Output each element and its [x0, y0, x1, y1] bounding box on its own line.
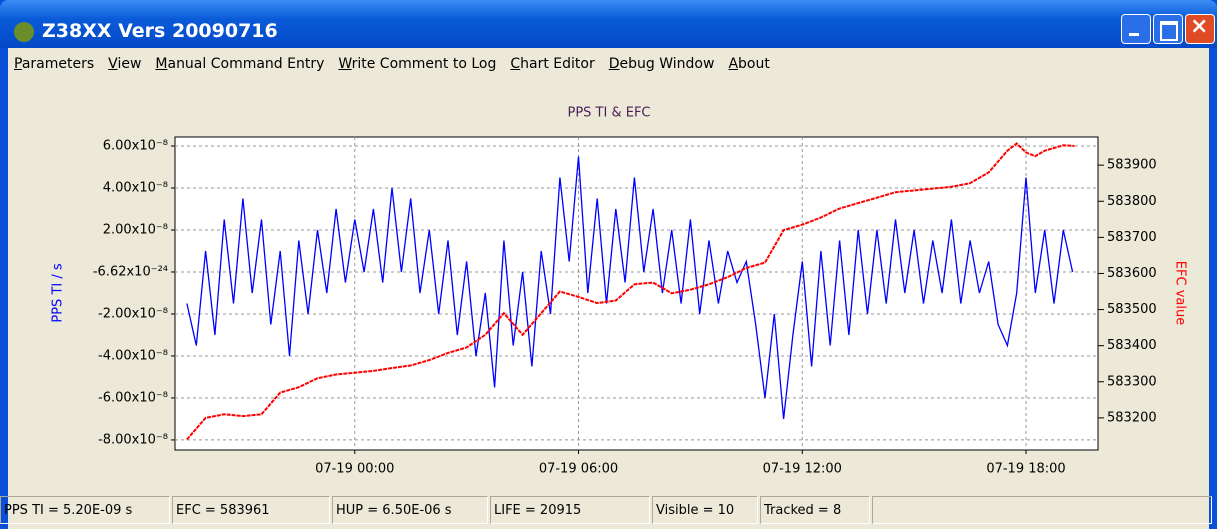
pps-line — [186, 156, 1074, 419]
x-tick-label: 07-19 06:00 — [539, 462, 618, 477]
chart-title: PPS TI & EFC — [567, 106, 650, 121]
x-tick-label: 07-19 12:00 — [763, 462, 842, 477]
menu-item[interactable]: Manual Command Entry — [155, 56, 325, 72]
y-tick-label: 6.00x10⁻⁸ — [103, 139, 168, 154]
status-field: PPS TI = 5.20E-09 s — [0, 496, 170, 524]
y2-tick-label: 583400 — [1107, 338, 1157, 353]
status-field-empty — [872, 496, 1212, 524]
y2-tick-label: 583600 — [1107, 266, 1157, 281]
x-tick-label: 07-19 18:00 — [986, 462, 1065, 477]
status-field: EFC = 583961 — [172, 496, 330, 524]
status-bar: PPS TI = 5.20E-09 s EFC = 583961 HUP = 6.5… — [0, 492, 1217, 529]
y-tick-label: -6.00x10⁻⁸ — [98, 390, 168, 405]
y-axis-label: PPS TI / s — [51, 263, 66, 322]
app-icon — [14, 22, 34, 42]
y2-tick-label: 583300 — [1107, 374, 1157, 389]
menu-item[interactable]: Parameters — [14, 56, 95, 72]
y-tick-label: -6.62x10⁻²⁴ — [93, 264, 168, 279]
y-tick-label: 4.00x10⁻⁸ — [103, 181, 168, 196]
status-field: Tracked = 8 — [760, 496, 870, 524]
x-tick-label: 07-19 00:00 — [315, 462, 394, 477]
menu-item[interactable]: Debug Window — [608, 56, 715, 72]
y2-tick-label: 583500 — [1107, 302, 1157, 317]
window-title: Z38XX Vers 20090716 — [42, 20, 278, 42]
y2-tick-label: 583700 — [1107, 230, 1157, 245]
y-tick-label: 2.00x10⁻⁸ — [103, 222, 168, 237]
menu-item[interactable]: View — [108, 56, 142, 72]
status-field: LIFE = 20915 — [490, 496, 650, 524]
y-tick-label: -4.00x10⁻⁸ — [98, 348, 168, 363]
status-field: Visible = 10 — [652, 496, 758, 524]
menu-item[interactable]: Write Comment to Log — [338, 56, 497, 72]
y-tick-label: -2.00x10⁻⁸ — [98, 306, 168, 321]
close-button[interactable]: × — [1185, 14, 1215, 44]
y2-axis-label: EFC value — [1173, 261, 1188, 325]
menu-item[interactable]: Chart Editor — [510, 56, 595, 72]
y2-tick-label: 583800 — [1107, 194, 1157, 209]
y2-tick-label: 583200 — [1107, 410, 1157, 425]
y-tick-label: -8.00x10⁻⁸ — [98, 432, 168, 447]
efc-line — [186, 142, 1075, 441]
maximize-button[interactable] — [1153, 14, 1183, 44]
menu-item[interactable]: About — [728, 56, 770, 72]
menu-bar: Parameters View Manual Command Entry Write … — [14, 56, 784, 72]
status-field: HUP = 6.50E-06 s — [332, 496, 488, 524]
title-bar: Z38XX Vers 20090716 × — [0, 0, 1217, 48]
minimize-button[interactable] — [1121, 14, 1151, 44]
y2-tick-label: 583900 — [1107, 158, 1157, 173]
